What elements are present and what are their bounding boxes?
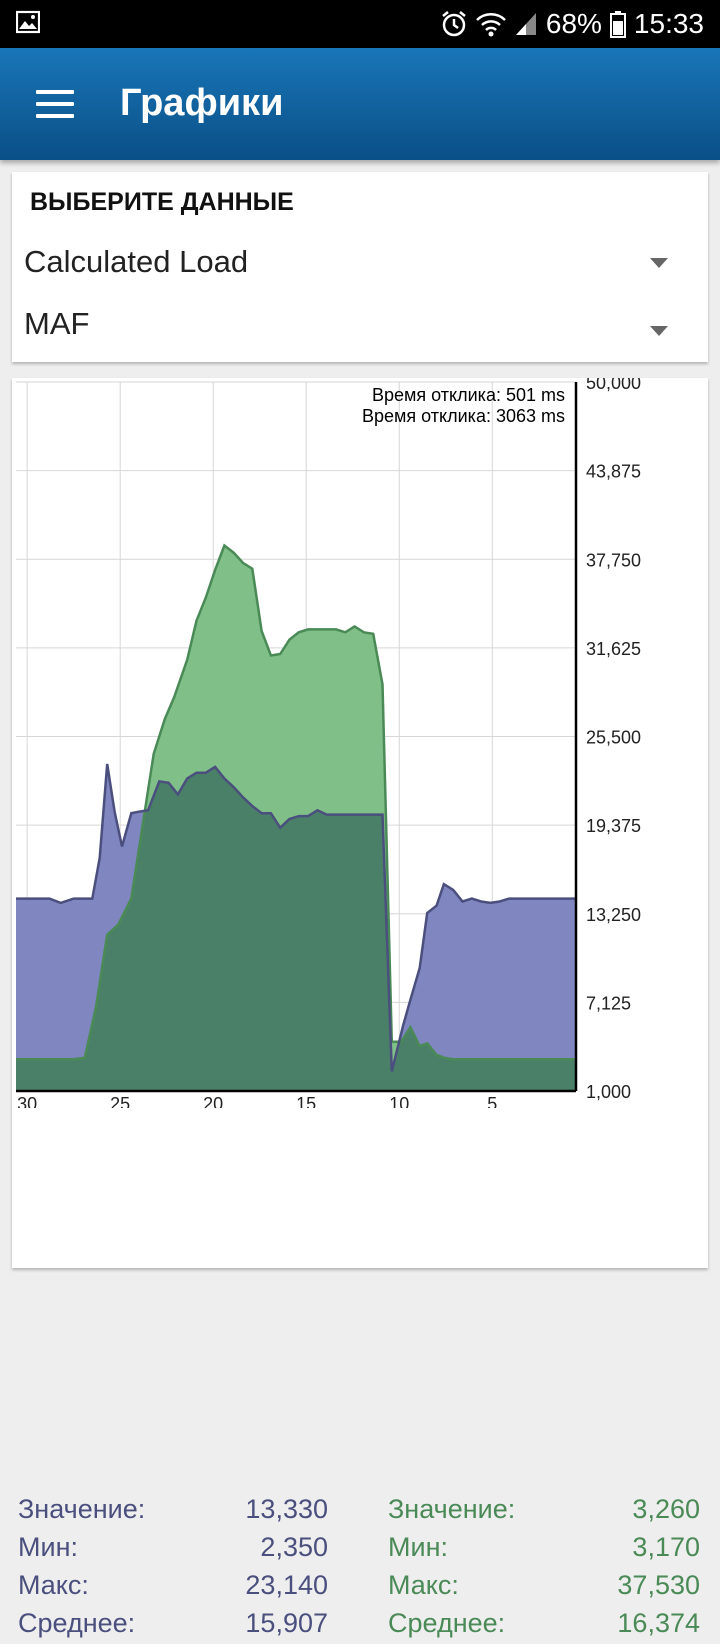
- stat-row-max: Макс: 23,140: [18, 1568, 328, 1606]
- spinner-2-value: MAF: [24, 306, 90, 341]
- stat-label: Макс:: [18, 1570, 89, 1600]
- response-time-series-2: Время отклика: 3063 ms: [362, 406, 565, 426]
- data-spinner-1[interactable]: Calculated Load: [12, 234, 708, 290]
- stat-label: Среднее:: [388, 1608, 506, 1638]
- y-tick-label: 13,250: [586, 905, 641, 925]
- stat-value: 37,530: [617, 1570, 700, 1600]
- x-tick-label: 15: [296, 1094, 316, 1108]
- battery-percent: 68%: [545, 8, 602, 39]
- clock: 15:33: [633, 8, 704, 39]
- x-tick-label: 10: [389, 1094, 409, 1108]
- signal-icon: [514, 11, 538, 37]
- y-tick-label: 7,125: [586, 993, 631, 1013]
- stat-value: 2,350: [260, 1532, 328, 1562]
- battery-icon: [609, 10, 626, 38]
- stat-value: 3,260: [632, 1494, 700, 1524]
- stats-series-1: Значение: 13,330 Мин: 2,350 Макс: 23,140…: [18, 1492, 328, 1644]
- response-time-series-1: Время отклика: 501 ms: [372, 385, 565, 405]
- dropdown-arrow-icon: [650, 326, 668, 336]
- selector-title: ВЫБЕРИТЕ ДАННЫЕ: [30, 188, 294, 216]
- chart: 50,000 43,875 37,750 31,625 25,500 19,375 13,2…: [16, 378, 641, 1108]
- y-tick-label: 37,750: [586, 550, 641, 570]
- x-tick-label: 5: [487, 1094, 497, 1108]
- y-tick-label: 25,500: [586, 728, 641, 748]
- stat-row-min: Мин: 3,170: [388, 1530, 700, 1568]
- y-tick-label: 50,000: [586, 378, 641, 393]
- stat-row-min: Мин: 2,350: [18, 1530, 328, 1568]
- stat-row-avg: Среднее: 16,374: [388, 1606, 700, 1644]
- y-tick-label: 1,000: [586, 1082, 631, 1102]
- stat-value: 16,374: [617, 1608, 700, 1638]
- stat-label: Мин:: [18, 1532, 78, 1562]
- y-tick-label: 43,875: [586, 462, 641, 482]
- x-tick-label: 25: [110, 1094, 130, 1108]
- stat-row-max: Макс: 37,530: [388, 1568, 700, 1606]
- stat-label: Среднее:: [18, 1608, 136, 1638]
- chart-card: 50,000 43,875 37,750 31,625 25,500 19,375 13,2…: [12, 378, 708, 1638]
- series-2-line: [16, 543, 576, 1061]
- stat-row-value: Значение: 3,260: [388, 1492, 700, 1530]
- stat-label: Значение:: [18, 1494, 146, 1524]
- stat-value: 15,907: [245, 1608, 328, 1638]
- spinner-1-value: Calculated Load: [24, 244, 249, 279]
- app-title: Графики: [120, 82, 284, 124]
- alarm-icon: [440, 10, 468, 38]
- y-tick-label: 31,625: [586, 639, 641, 659]
- status-bar: 68% 15:33: [0, 0, 720, 48]
- stat-label: Значение:: [388, 1494, 516, 1524]
- stat-label: Макс:: [388, 1570, 459, 1600]
- data-spinner-2[interactable]: MAF: [12, 296, 708, 352]
- stat-row-value: Значение: 13,330: [18, 1492, 328, 1530]
- stat-value: 23,140: [245, 1570, 328, 1600]
- x-tick-label: 30: [17, 1094, 37, 1108]
- stat-label: Мин:: [388, 1532, 448, 1562]
- data-selector-card: ВЫБЕРИТЕ ДАННЫЕ Calculated Load MAF: [12, 172, 708, 362]
- dropdown-arrow-icon: [650, 258, 668, 268]
- stat-row-avg: Среднее: 15,907: [18, 1606, 328, 1644]
- app-bar: Графики: [0, 48, 720, 160]
- wifi-icon: [476, 11, 506, 37]
- series-1-line: [16, 763, 576, 1072]
- image-icon: [15, 10, 41, 39]
- stat-value: 13,330: [245, 1494, 328, 1524]
- y-tick-label: 19,375: [586, 816, 641, 836]
- stats-series-2: Значение: 3,260 Мин: 3,170 Макс: 37,530 …: [388, 1492, 700, 1644]
- stat-value: 3,170: [632, 1532, 700, 1562]
- x-tick-label: 20: [203, 1094, 223, 1108]
- hamburger-menu-icon[interactable]: [36, 88, 76, 120]
